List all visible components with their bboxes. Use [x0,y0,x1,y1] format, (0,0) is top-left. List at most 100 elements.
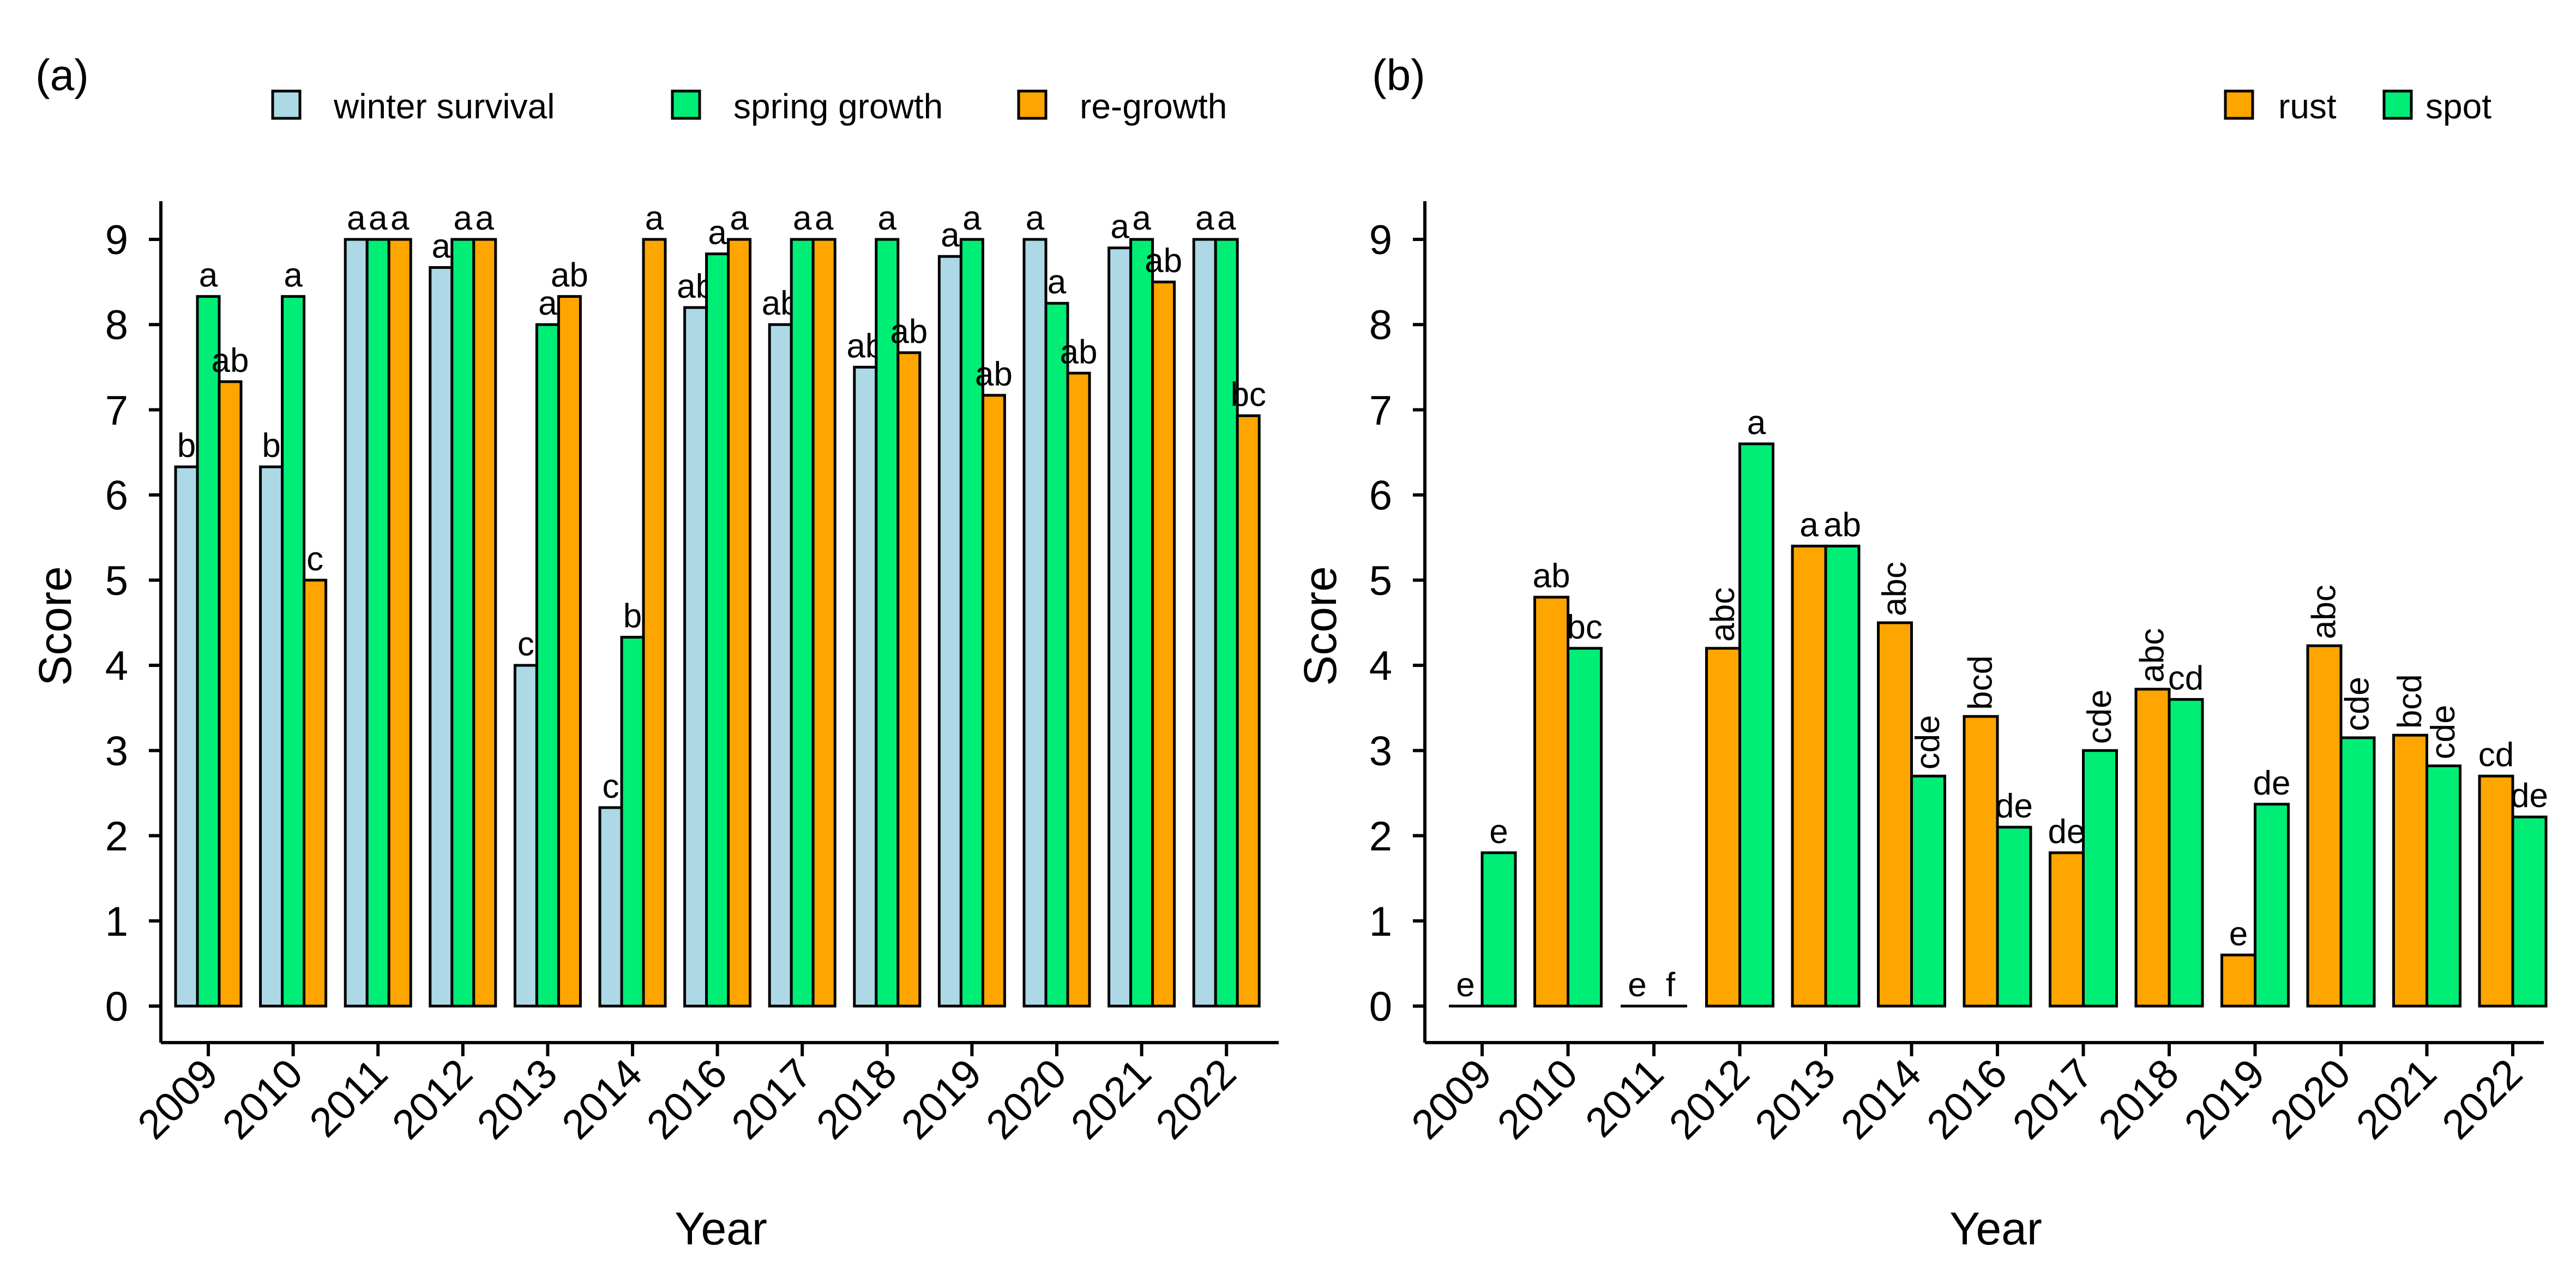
panel-a-data-label-spring-growth-2016: a [708,214,727,252]
panel-a-bar-re-growth-2019 [981,394,1006,1008]
panel-a-y-tick-label-0: 0 [105,984,128,1030]
panel-a-data-label-re-growth-2013: ab [551,257,588,294]
legend-swatch-re-growth [1017,89,1048,120]
panel-b-x-axis-title: Year [1949,1203,2042,1254]
panel-b-x-tick-label-2021: 2021 [2348,1050,2446,1148]
panel-b-bar-spot-2022 [2511,815,2548,1008]
panel-a-bar-winter-survival-2014 [598,806,623,1008]
panel-a-y-tick-label-1: 1 [105,899,128,945]
panel-b-data-label-rust-2010: ab [1533,557,1570,595]
panel-b-bar-spot-2017 [2082,749,2118,1008]
panel-a-bar-winter-survival-2018 [853,365,878,1008]
panel-b-data-label-rust-2017: de [2048,813,2086,851]
panel-b-bar-spot-2013 [1824,544,1861,1008]
panel-a-data-label-spring-growth-2009: a [199,257,218,294]
panel-a-y-tick-label-2: 2 [105,814,128,860]
panel-a-data-label-re-growth-2009: ab [212,342,249,380]
panel-a-bar-spring-growth-2020 [1044,302,1069,1008]
panel-a-data-label-re-growth-2018: ab [890,313,928,351]
panel-a-y-tick-label-4: 4 [105,643,128,689]
panel-b-bar-spot-2020 [2339,736,2376,1008]
panel-a-bar-spring-growth-2009 [196,295,221,1008]
panel-a-bar-re-growth-2021 [1151,280,1176,1008]
panel-a-x-tick-label-2014: 2014 [553,1050,651,1148]
panel-a-data-label-re-growth-2021: ab [1145,242,1182,280]
panel-b-data-label-spot-2011: f [1666,966,1676,1004]
panel-a-data-label-winter-survival-2020: a [1026,200,1045,237]
legend-swatch-winter-survival [271,89,302,120]
panel-a-bar-winter-survival-2019 [937,255,962,1008]
panel-a-data-label-winter-survival-2014: c [603,768,619,805]
panel-a-x-tick-label-2016: 2016 [638,1050,736,1148]
panel-b-data-label-rust-2019: e [2229,915,2248,953]
panel-b-data-label-spot-2016: de [1995,787,2033,825]
panel-b-x-tick-label-2022: 2022 [2433,1050,2531,1148]
panel-a-bar-winter-survival-2016 [683,306,708,1008]
panel-a-data-label-spring-growth-2013: a [538,285,557,322]
panel-b-bar-rust-2021 [2392,733,2428,1008]
panel-b-x-tick-label-2016: 2016 [1918,1050,2016,1148]
panel-a-bar-spring-growth-2022 [1214,238,1239,1008]
panel-b-bar-rust-2020 [2306,644,2343,1008]
panel-a-y-tick-label-7: 7 [105,387,128,434]
panel-a-data-label-winter-survival-2010: b [262,427,280,465]
panel-a-x-axis-title: Year [675,1203,767,1254]
panel-a-label: (a) [35,51,89,99]
panel-a-x-tick-label-2017: 2017 [723,1050,821,1148]
panel-a-bar-re-growth-2009 [218,380,243,1008]
panel-a-bar-spring-growth-2016 [705,252,730,1008]
panel-a-x-tick-label-2018: 2018 [808,1050,906,1148]
panel-b-bar-spot-2021 [2425,764,2461,1008]
panel-b-data-label-rust-2012: abc [1704,587,1742,642]
panel-b-x-tick-label-2018: 2018 [2090,1050,2188,1148]
panel-a-bar-re-growth-2018 [896,351,922,1008]
panel-a-bar-spring-growth-2012 [450,238,476,1008]
panel-a-bar-winter-survival-2011 [344,238,369,1008]
panel-a-data-label-winter-survival-2021: a [1110,208,1129,246]
panel-b-chart: (b) Year Score rust spot 0 1 2 3 4 5 6 7 8 9 2009 e… [1295,51,2548,1254]
panel-a-x-tick-label-2009: 2009 [129,1050,227,1148]
panel-a-bar-re-growth-2020 [1066,371,1091,1008]
panel-a-data-label-winter-survival-2012: a [432,228,451,266]
panel-b-bar-spot-2010 [1567,647,1603,1008]
panel-a-data-label-re-growth-2019: ab [975,356,1013,393]
panel-a-y-tick-label-3: 3 [105,728,128,774]
panel-b-data-label-rust-2022: cd [2478,736,2514,774]
panel-a-data-label-re-growth-2012: a [476,200,495,237]
panel-a-bar-winter-survival-2009 [174,465,199,1008]
panel-b-y-axis-title: Score [1295,566,1346,685]
panel-a-data-label-re-growth-2010: c [306,540,323,578]
panel-a-data-label-spring-growth-2021: a [1132,200,1151,237]
panel-b-bar-rust-2017 [2049,851,2085,1008]
panel-b-data-label-spot-2009: e [1489,813,1508,851]
panel-a-bar-spring-growth-2011 [365,238,390,1008]
panel-a-data-label-winter-survival-2022: a [1195,200,1214,237]
panel-a-bar-re-growth-2014 [642,238,667,1008]
panel-b-bar-rust-2014 [1877,621,1913,1008]
panel-b-data-label-spot-2014: cde [1909,715,1947,769]
legend-label-winter-survival: winter survival [333,87,555,126]
legend-label-spot: spot [2425,87,2491,126]
panel-a-data-label-spring-growth-2018: a [878,200,897,237]
panel-a-x-tick-label-2019: 2019 [893,1050,991,1148]
panel-b-x-tick-label-2017: 2017 [2004,1050,2102,1148]
panel-b-data-label-rust-2021: bcd [2391,674,2429,729]
panel-b-y-tick-label-4: 4 [1369,643,1392,689]
panel-a-data-label-spring-growth-2022: a [1217,200,1236,237]
panel-a-bar-re-growth-2011 [387,238,412,1008]
panel-b-legend: rust spot [2224,87,2491,126]
panel-b-data-label-spot-2022: de [2511,777,2548,815]
panel-b-data-label-spot-2018: cd [2168,660,2204,697]
panel-b-y-tick-label-7: 7 [1369,387,1392,434]
legend-label-rust: rust [2278,87,2337,126]
panel-a-x-tick-label-2010: 2010 [214,1050,312,1148]
panel-a-data-label-spring-growth-2012: a [454,200,473,237]
panel-b-data-label-spot-2020: cde [2339,677,2376,731]
panel-a-bar-spring-growth-2017 [790,238,815,1008]
panel-a-data-label-spring-growth-2020: a [1048,263,1067,301]
panel-b-bar-spot-2016 [1996,826,2032,1008]
panel-a-bar-re-growth-2010 [303,579,328,1008]
panel-a-bar-spring-growth-2018 [875,238,900,1008]
panel-a-bar-re-growth-2017 [811,238,836,1008]
